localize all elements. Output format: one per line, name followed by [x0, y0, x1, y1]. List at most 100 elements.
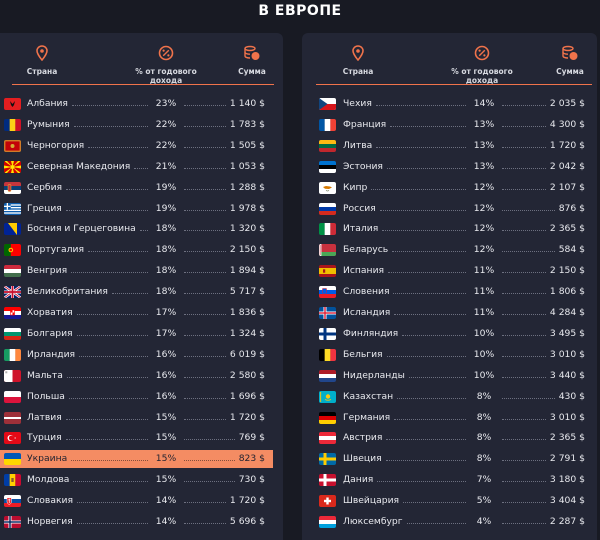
dotted-leader — [502, 272, 546, 274]
flag-icon — [4, 495, 21, 508]
table-row: Словакия 14% 1 720 $ — [0, 492, 283, 510]
amount-value: 2 150 $ — [229, 244, 265, 256]
amount-value: 1 053 $ — [229, 160, 265, 172]
flag-icon — [4, 411, 21, 424]
country-name: Босния и Герцеговина — [27, 223, 136, 235]
flag-icon — [319, 390, 336, 403]
percent-value: 10% — [473, 369, 495, 381]
dotted-leader — [77, 334, 148, 336]
country-name: Германия — [343, 411, 391, 423]
amount-value: 2 042 $ — [549, 160, 585, 172]
dotted-leader — [380, 209, 466, 211]
table-row: Болгария 17% 1 324 $ — [0, 325, 283, 343]
table-row: Венгрия 18% 1 894 $ — [0, 262, 283, 280]
dotted-leader — [371, 188, 466, 190]
country-name: Австрия — [343, 432, 383, 444]
flag-icon — [4, 223, 21, 236]
table-row: Мальта 16% 2 580 $ — [0, 367, 283, 385]
percent-value: 8% — [476, 432, 492, 444]
flag-icon — [4, 516, 21, 528]
flag-icon — [4, 348, 21, 361]
table-row: Франция 13% 4 300 $ — [302, 116, 597, 134]
dotted-leader — [112, 293, 148, 295]
amount-value: 5 696 $ — [229, 516, 265, 527]
amount-value: 1 720 $ — [229, 495, 265, 507]
amount-value: 3 180 $ — [549, 474, 585, 486]
country-name: Финляндия — [343, 327, 399, 339]
dotted-leader — [376, 146, 466, 148]
dotted-leader — [67, 376, 148, 378]
dotted-leader — [502, 125, 546, 127]
dotted-leader — [502, 502, 546, 504]
dotted-leader — [502, 314, 546, 315]
flag-icon — [4, 390, 21, 403]
percent-value: 16% — [155, 390, 177, 402]
flag-icon — [4, 98, 21, 110]
dotted-leader — [77, 314, 148, 315]
dotted-leader — [502, 481, 546, 483]
dotted-leader — [393, 293, 466, 295]
percent-value: 8% — [476, 453, 492, 465]
amount-value: 1 783 $ — [229, 118, 265, 130]
dotted-leader — [388, 272, 466, 274]
dotted-leader — [88, 146, 148, 148]
amount-value: 2 791 $ — [549, 453, 585, 465]
country-name: Швеция — [343, 453, 382, 465]
column-label-percent: % от годового дохода — [135, 67, 197, 85]
table-row: Чехия 14% 2 035 $ — [302, 95, 597, 113]
table-row: Испания 11% 2 150 $ — [302, 262, 597, 280]
country-name: Норвегия — [27, 516, 73, 527]
percent-value: 12% — [473, 202, 495, 214]
percent-value: 17% — [155, 307, 177, 318]
dotted-leader — [502, 460, 546, 462]
flag-icon — [4, 286, 21, 299]
dotted-leader — [382, 230, 466, 232]
dotted-leader — [403, 502, 466, 504]
percent-value: 14% — [473, 98, 495, 109]
dotted-leader — [66, 418, 148, 420]
percent-value: 7% — [476, 474, 492, 486]
flag-icon — [319, 286, 336, 299]
percent-value: 18% — [155, 265, 177, 277]
dotted-leader — [184, 188, 226, 190]
amount-value: 1 320 $ — [229, 223, 265, 235]
dotted-leader — [502, 146, 546, 148]
column-header-country: Страна — [12, 45, 72, 76]
table-row: Финляндия 10% 3 495 $ — [302, 325, 597, 343]
amount-value: 1 978 $ — [229, 202, 265, 214]
amount-value: 1 894 $ — [229, 265, 265, 277]
table-row: Турция 15% 769 $ — [0, 429, 283, 447]
amount-value: 2 150 $ — [549, 265, 585, 277]
percent-value: 16% — [155, 369, 177, 381]
flag-icon — [4, 369, 21, 382]
dotted-leader — [377, 481, 466, 483]
country-name: Испания — [343, 265, 385, 277]
flag-icon — [319, 244, 336, 257]
dotted-leader — [184, 523, 226, 524]
country-name: Швейцария — [343, 495, 400, 507]
table-row: Молдова 15% 730 $ — [0, 471, 283, 489]
country-name: Северная Македония — [27, 160, 131, 172]
flag-icon — [319, 327, 336, 340]
country-name: Нидерланды — [343, 369, 405, 381]
flag-icon — [319, 202, 336, 215]
dotted-leader — [71, 460, 148, 462]
dotted-leader — [386, 439, 466, 441]
table-header: Страна % от годового дохода Сумма — [0, 45, 283, 87]
percent-value: 13% — [473, 160, 495, 172]
country-name: Черногория — [27, 139, 85, 151]
table-row: Люксембург 4% 2 287 $ — [302, 513, 597, 531]
flag-icon — [4, 139, 21, 152]
percent-value: 18% — [155, 223, 177, 235]
flag-icon — [319, 98, 336, 110]
dotted-leader — [184, 209, 226, 211]
percent-value: 10% — [473, 348, 495, 360]
dotted-leader — [184, 481, 235, 483]
amount-value: 1 806 $ — [549, 286, 585, 298]
country-name: Румыния — [27, 118, 70, 130]
table-row: Великобритания 18% 5 717 $ — [0, 283, 283, 301]
page-title: В ЕВРОПЕ — [258, 3, 342, 19]
amount-value: 584 $ — [558, 244, 585, 256]
percent-badge-icon — [118, 45, 214, 63]
table-row: Казахстан 8% 430 $ — [302, 388, 597, 406]
